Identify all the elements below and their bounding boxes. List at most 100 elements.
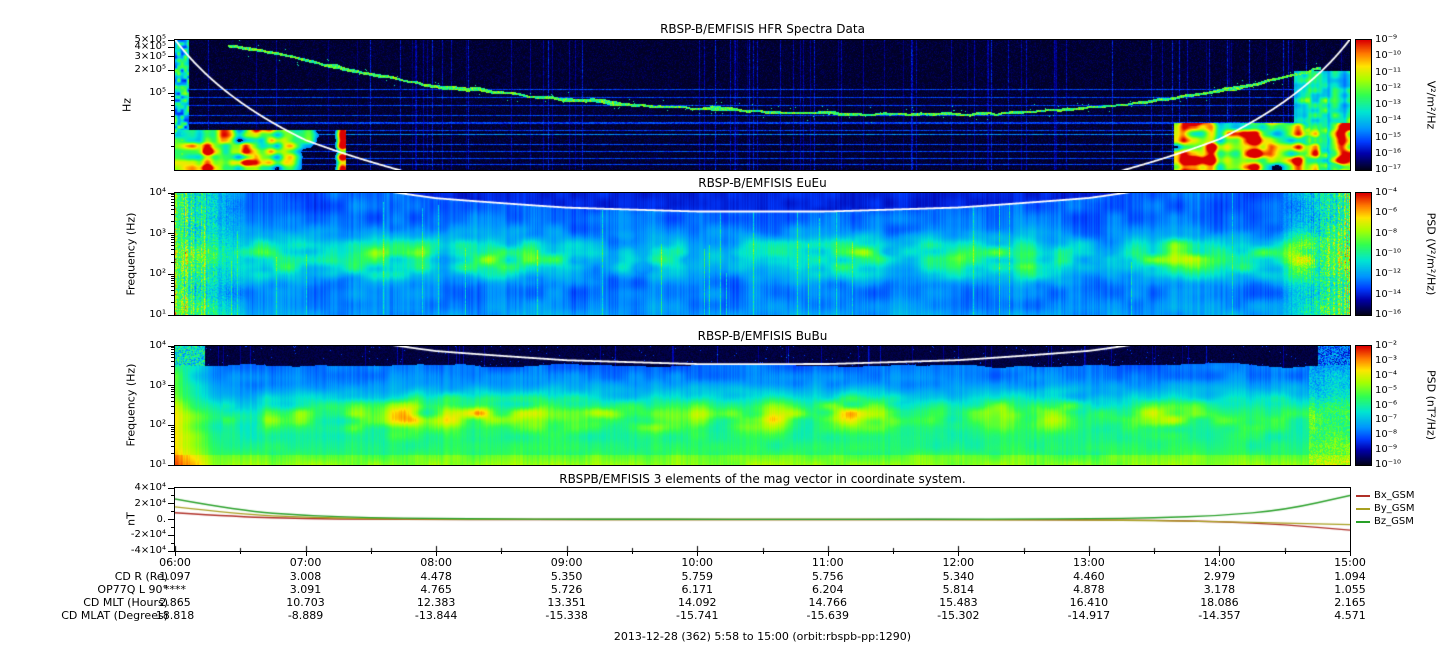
time-tick-mark [175, 552, 176, 556]
ephemeris-value: 18.086 [1200, 596, 1239, 609]
y-tick-label: 10³ [149, 379, 166, 391]
time-minor-tick-mark [501, 552, 503, 554]
ephemeris-value: 1.094 [1334, 570, 1366, 583]
y-minor-tick-mark [171, 245, 174, 247]
y-tick-label: 10⁴ [149, 187, 166, 198]
y-tick-label: 10³ [149, 227, 166, 239]
ephemeris-value: 12.383 [416, 596, 456, 609]
y-minor-tick-mark [171, 123, 174, 125]
y-minor-tick-mark [171, 430, 174, 432]
hfr-colorbar [1355, 39, 1372, 171]
ephemeris-value: 5.726 [550, 583, 583, 596]
y-minor-tick-mark [171, 426, 174, 428]
y-tick-mark [168, 424, 174, 426]
y-minor-tick-mark [171, 100, 174, 102]
y-minor-tick-mark [171, 495, 174, 497]
y-minor-tick-mark [171, 275, 174, 277]
y-tick-label: 5×10⁵ [134, 34, 166, 45]
colorbar-tick-label: 10⁻⁸ [1375, 429, 1398, 441]
bubu-colorbar-canvas [1356, 346, 1371, 465]
y-tick-label: 0. [156, 513, 166, 525]
y-minor-tick-mark [171, 386, 174, 388]
y-tick-label: 10⁴ [149, 340, 166, 351]
y-minor-tick-mark [171, 109, 174, 111]
colorbar-tick-label: 10⁻¹² [1375, 82, 1402, 94]
ephemeris-value: 5.814 [942, 583, 975, 596]
legend-label-by_gsm: By_GSM [1374, 503, 1415, 514]
y-minor-tick-mark [171, 116, 174, 118]
time-minor-tick-mark [631, 552, 633, 554]
y-minor-tick-mark [171, 400, 174, 402]
y-tick-label: 10¹ [149, 309, 166, 320]
time-tick-mark [436, 552, 438, 556]
y-minor-tick-mark [171, 445, 174, 447]
y-minor-tick-mark [171, 511, 174, 513]
colorbar-tick-label: 10⁻⁷ [1375, 414, 1398, 426]
y-minor-tick-mark [171, 290, 174, 292]
ephemeris-row-label: CD R (Re) [114, 570, 168, 583]
y-minor-tick-mark [171, 373, 174, 375]
y-minor-tick-mark [171, 96, 174, 98]
ephemeris-value: -14.357 [1198, 609, 1241, 622]
legend-swatch-bx_gsm [1356, 495, 1370, 497]
bubu-spectrogram-plot [174, 345, 1351, 466]
panel-title-eueu: RBSP-B/EMFISIS EuEu [698, 176, 827, 190]
ephemeris-value: 5.759 [681, 570, 713, 583]
ephemeris-value: 1.097 [159, 570, 191, 583]
y-minor-tick-mark [171, 104, 174, 106]
y-minor-tick-mark [171, 208, 174, 210]
y-tick-mark [168, 503, 174, 505]
y-minor-tick-mark [171, 69, 174, 71]
y-minor-tick-mark [171, 254, 174, 256]
y-tick-mark [168, 92, 174, 94]
y-minor-tick-mark [171, 146, 174, 148]
hfr-spectrogram-canvas [175, 40, 1350, 170]
y-minor-tick-mark [171, 249, 174, 251]
y-minor-tick-mark [171, 261, 174, 263]
y-minor-tick-mark [171, 282, 174, 284]
ephemeris-value: -15.741 [675, 609, 719, 622]
legend-label-bx_gsm: Bx_GSM [1374, 490, 1415, 501]
y-minor-tick-mark [171, 277, 174, 279]
time-tick-mark [958, 552, 960, 556]
y-minor-tick-mark [171, 393, 174, 395]
colorbar-tick-label: 10⁻⁸ [1375, 227, 1398, 239]
time-minor-tick-mark [893, 552, 895, 554]
y-tick-label: 2×10⁵ [134, 64, 166, 76]
y-minor-tick-mark [171, 213, 174, 215]
colorbar-tick-label: 10⁻¹⁶ [1375, 309, 1402, 320]
colorbar-tick-label: 10⁻¹⁰ [1375, 248, 1402, 259]
time-tick-mark [566, 552, 568, 556]
ephemeris-value: 6.204 [812, 583, 844, 596]
y-tick-label: 2×10⁴ [134, 497, 166, 509]
colorbar-tick-label: 10⁻¹⁰ [1375, 50, 1402, 62]
y-tick-mark [168, 534, 174, 536]
time-tick-mark [827, 552, 829, 556]
y-minor-tick-mark [171, 204, 174, 206]
time-tick-mark [305, 552, 307, 556]
ephemeris-row-label: OP77Q L 90° [97, 583, 168, 596]
time-tick-label: 09:00 [550, 556, 583, 569]
time-minor-tick-mark [1284, 552, 1286, 554]
colorbar-tick-label: 10⁻¹⁷ [1375, 164, 1402, 175]
colorbar-tick-label: 10⁻¹⁴ [1375, 115, 1402, 127]
y-tick-label: -4×10⁴ [130, 545, 166, 556]
y-tick-mark [168, 385, 174, 387]
y-minor-tick-mark [171, 201, 174, 203]
y-minor-tick-mark [171, 46, 174, 48]
eueu-spectrogram-canvas [175, 193, 1350, 315]
y-minor-tick-mark [171, 433, 174, 435]
y-minor-tick-mark [171, 351, 174, 353]
colorbar-tick-label: 10⁻⁶ [1375, 399, 1398, 411]
colorbar-tick-label: 10⁻⁵ [1375, 384, 1398, 396]
y-tick-label: 3×10⁵ [134, 50, 166, 62]
hfr-spectrogram-plot [174, 39, 1351, 171]
ephemeris-row-label: CD MLAT (Degrees) [61, 609, 168, 622]
bubu-spectrogram-canvas [175, 346, 1350, 465]
ephemeris-value: 2.865 [159, 596, 191, 609]
ephemeris-value: -15.639 [806, 609, 849, 622]
time-tick-label: 06:00 [159, 556, 191, 569]
colorbar-tick-label: 10⁻³ [1375, 354, 1398, 366]
time-tick-label: 11:00 [811, 556, 844, 569]
